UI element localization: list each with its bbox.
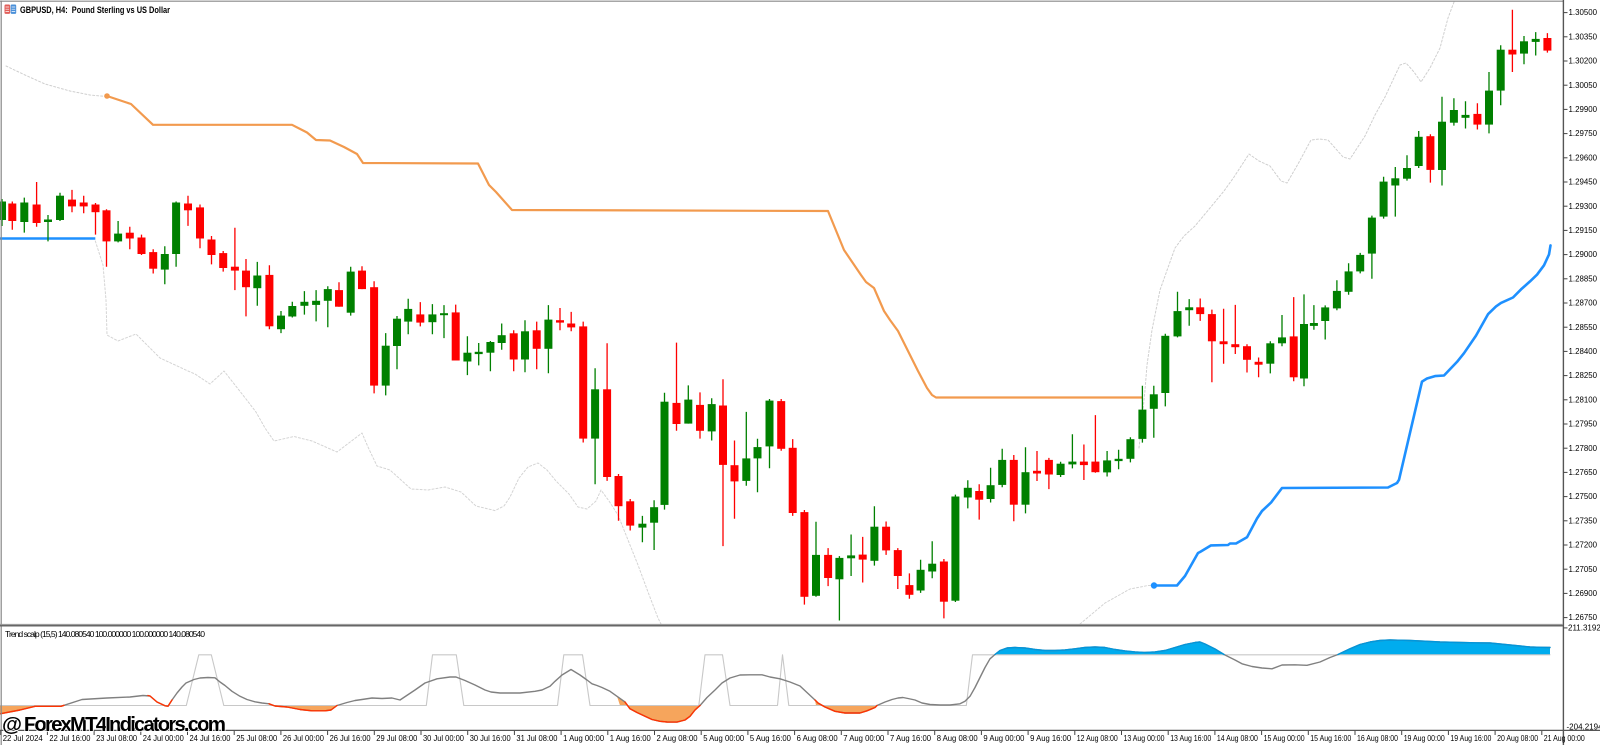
- svg-text:16 Aug 08:00: 16 Aug 08:00: [1357, 734, 1398, 743]
- svg-text:1.28850: 1.28850: [1569, 274, 1598, 283]
- svg-text:5 Aug 00:00: 5 Aug 00:00: [703, 734, 744, 743]
- svg-text:1.26900: 1.26900: [1569, 589, 1598, 598]
- svg-text:19 Aug 00:00: 19 Aug 00:00: [1404, 734, 1445, 743]
- svg-text:1 Aug 16:00: 1 Aug 16:00: [610, 734, 651, 743]
- svg-text:1.28400: 1.28400: [1569, 347, 1598, 356]
- svg-text:9 Aug 00:00: 9 Aug 00:00: [983, 734, 1024, 743]
- svg-text:30 Jul 00:00: 30 Jul 00:00: [423, 734, 464, 743]
- svg-text:22 Jul 2024: 22 Jul 2024: [3, 734, 43, 743]
- svg-text:9 Aug 16:00: 9 Aug 16:00: [1030, 734, 1071, 743]
- svg-text:31 Jul 08:00: 31 Jul 08:00: [516, 734, 557, 743]
- svg-text:15 Aug 00:00: 15 Aug 00:00: [1264, 734, 1305, 743]
- svg-text:26 Jul 16:00: 26 Jul 16:00: [330, 734, 371, 743]
- svg-text:1.30050: 1.30050: [1569, 81, 1598, 90]
- svg-text:29 Jul 08:00: 29 Jul 08:00: [376, 734, 417, 743]
- svg-text:1.27950: 1.27950: [1569, 420, 1598, 429]
- svg-text:211.3192411: 211.3192411: [1568, 624, 1600, 633]
- svg-text:2 Aug 08:00: 2 Aug 08:00: [657, 734, 698, 743]
- svg-text:@ ForexMT4Indicators.com: @ ForexMT4Indicators.com: [2, 713, 226, 736]
- svg-text:1.27200: 1.27200: [1569, 541, 1598, 550]
- svg-text:14 Aug 08:00: 14 Aug 08:00: [1217, 734, 1258, 743]
- svg-text:24 Jul 16:00: 24 Jul 16:00: [190, 734, 231, 743]
- svg-text:1.27650: 1.27650: [1569, 468, 1598, 477]
- svg-text:5 Aug 16:00: 5 Aug 16:00: [750, 734, 791, 743]
- svg-text:13 Aug 00:00: 13 Aug 00:00: [1124, 734, 1165, 743]
- svg-text:1.29900: 1.29900: [1569, 105, 1598, 114]
- svg-text:25 Jul 08:00: 25 Jul 08:00: [236, 734, 277, 743]
- svg-text:13 Aug 16:00: 13 Aug 16:00: [1170, 734, 1211, 743]
- svg-text:1.27050: 1.27050: [1569, 565, 1598, 574]
- svg-text:-204.2194057: -204.2194057: [1567, 723, 1600, 732]
- svg-text:1.27800: 1.27800: [1569, 444, 1598, 453]
- svg-text:1.28100: 1.28100: [1569, 395, 1598, 404]
- svg-text:1.27500: 1.27500: [1569, 492, 1598, 501]
- svg-text:22 Jul 16:00: 22 Jul 16:00: [49, 734, 90, 743]
- svg-text:23 Jul 08:00: 23 Jul 08:00: [96, 734, 137, 743]
- svg-text:GBPUSD, H4: Pound Sterling vs: GBPUSD, H4: Pound Sterling vs US Dollar: [20, 5, 170, 15]
- svg-text:7 Aug 16:00: 7 Aug 16:00: [890, 734, 931, 743]
- svg-text:1.30200: 1.30200: [1569, 57, 1598, 66]
- svg-text:1.28700: 1.28700: [1569, 299, 1598, 308]
- svg-text:1.29600: 1.29600: [1569, 153, 1598, 162]
- svg-text:1.29000: 1.29000: [1569, 250, 1598, 259]
- svg-text:1.28250: 1.28250: [1569, 371, 1598, 380]
- svg-text:8 Aug 08:00: 8 Aug 08:00: [937, 734, 978, 743]
- svg-text:1.29300: 1.29300: [1569, 202, 1598, 211]
- svg-text:1.30350: 1.30350: [1569, 32, 1598, 41]
- svg-text:6 Aug 08:00: 6 Aug 08:00: [797, 734, 838, 743]
- svg-text:1.28550: 1.28550: [1569, 323, 1598, 332]
- svg-text:1.29750: 1.29750: [1569, 129, 1598, 138]
- svg-text:7 Aug 00:00: 7 Aug 00:00: [843, 734, 884, 743]
- svg-text:Trend scalp (15,5) 140.080540: Trend scalp (15,5) 140.080540 100.000000…: [5, 629, 205, 639]
- svg-text:15 Aug 16:00: 15 Aug 16:00: [1310, 734, 1351, 743]
- svg-text:24 Jul 00:00: 24 Jul 00:00: [143, 734, 184, 743]
- svg-text:26 Jul 00:00: 26 Jul 00:00: [283, 734, 324, 743]
- svg-text:20 Aug 08:00: 20 Aug 08:00: [1497, 734, 1538, 743]
- svg-text:30 Jul 16:00: 30 Jul 16:00: [470, 734, 511, 743]
- svg-text:1.26750: 1.26750: [1569, 613, 1598, 622]
- svg-text:1.30500: 1.30500: [1569, 8, 1598, 17]
- svg-text:1.27350: 1.27350: [1569, 516, 1598, 525]
- svg-text:12 Aug 08:00: 12 Aug 08:00: [1077, 734, 1118, 743]
- svg-text:1.29450: 1.29450: [1569, 178, 1598, 187]
- svg-text:1 Aug 00:00: 1 Aug 00:00: [563, 734, 604, 743]
- svg-text:19 Aug 16:00: 19 Aug 16:00: [1450, 734, 1491, 743]
- svg-text:1.29150: 1.29150: [1569, 226, 1598, 235]
- svg-text:21 Aug 00:00: 21 Aug 00:00: [1544, 734, 1585, 743]
